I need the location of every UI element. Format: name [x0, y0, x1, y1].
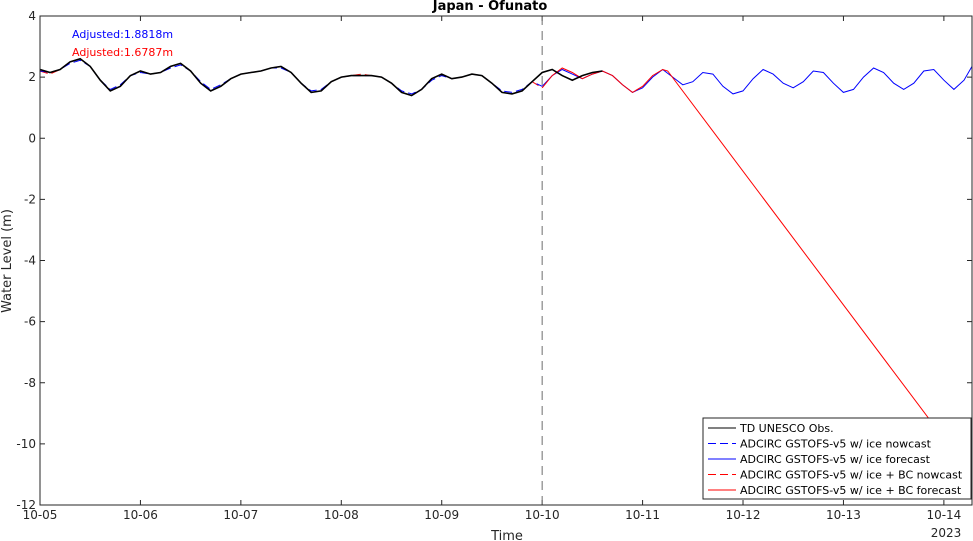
y-tick-label: 2 [28, 70, 36, 84]
x-axis-year-label: 2023 [931, 526, 962, 540]
x-axis-label: Time [490, 529, 523, 541]
legend-entry: ADCIRC GSTOFS-v5 w/ ice nowcast [740, 438, 932, 451]
x-tick-label: 10-09 [424, 508, 459, 522]
legend-entry: ADCIRC GSTOFS-v5 w/ ice + BC forecast [740, 484, 962, 497]
axis-ticks: 10-05 10-06 10-07 10-08 10-09 10-10 10-11 10-12… [16, 9, 972, 522]
y-tick-label: -8 [24, 376, 36, 390]
y-axis-label: Water Level (m) [0, 209, 15, 313]
y-tick-label: -4 [24, 254, 36, 268]
adjusted-annotation-blue: Adjusted:1.8818m [72, 28, 173, 41]
legend-entry: ADCIRC GSTOFS-v5 w/ ice + BC nowcast [740, 469, 963, 482]
legend-box [702, 417, 972, 500]
x-tick-label: 10-06 [123, 508, 158, 522]
x-tick-label: 10-13 [826, 508, 861, 522]
x-tick-label: 10-05 [23, 508, 58, 522]
plot-border [39, 15, 973, 506]
legend-entry: TD UNESCO Obs. [739, 422, 834, 435]
x-tick-label: 10-08 [324, 508, 359, 522]
y-tick-label: -6 [24, 315, 36, 329]
x-tick-label: 10-12 [726, 508, 761, 522]
series-layer [39, 16, 973, 505]
x-tick-label: 10-10 [525, 508, 560, 522]
series-line-4 [541, 67, 973, 477]
y-tick-label: 0 [28, 131, 36, 145]
y-tick-label: -2 [24, 192, 36, 206]
x-tick-label: 10-11 [625, 508, 660, 522]
frame-layer [39, 15, 973, 506]
y-tick-label: 4 [28, 9, 36, 23]
x-tick-label: 10-14 [926, 508, 961, 522]
legend-entry: ADCIRC GSTOFS-v5 w/ ice forecast [740, 453, 931, 466]
y-tick-label: -12 [16, 498, 36, 512]
chart-title: Japan - Ofunato [432, 0, 548, 14]
series-line-0 [39, 57, 603, 97]
x-tick-label: 10-07 [223, 508, 258, 522]
y-tick-label: -10 [16, 437, 36, 451]
adjusted-annotation-red: Adjusted:1.6787m [72, 46, 173, 59]
legend: TD UNESCO Obs. ADCIRC GSTOFS-v5 w/ ice no… [702, 417, 972, 500]
